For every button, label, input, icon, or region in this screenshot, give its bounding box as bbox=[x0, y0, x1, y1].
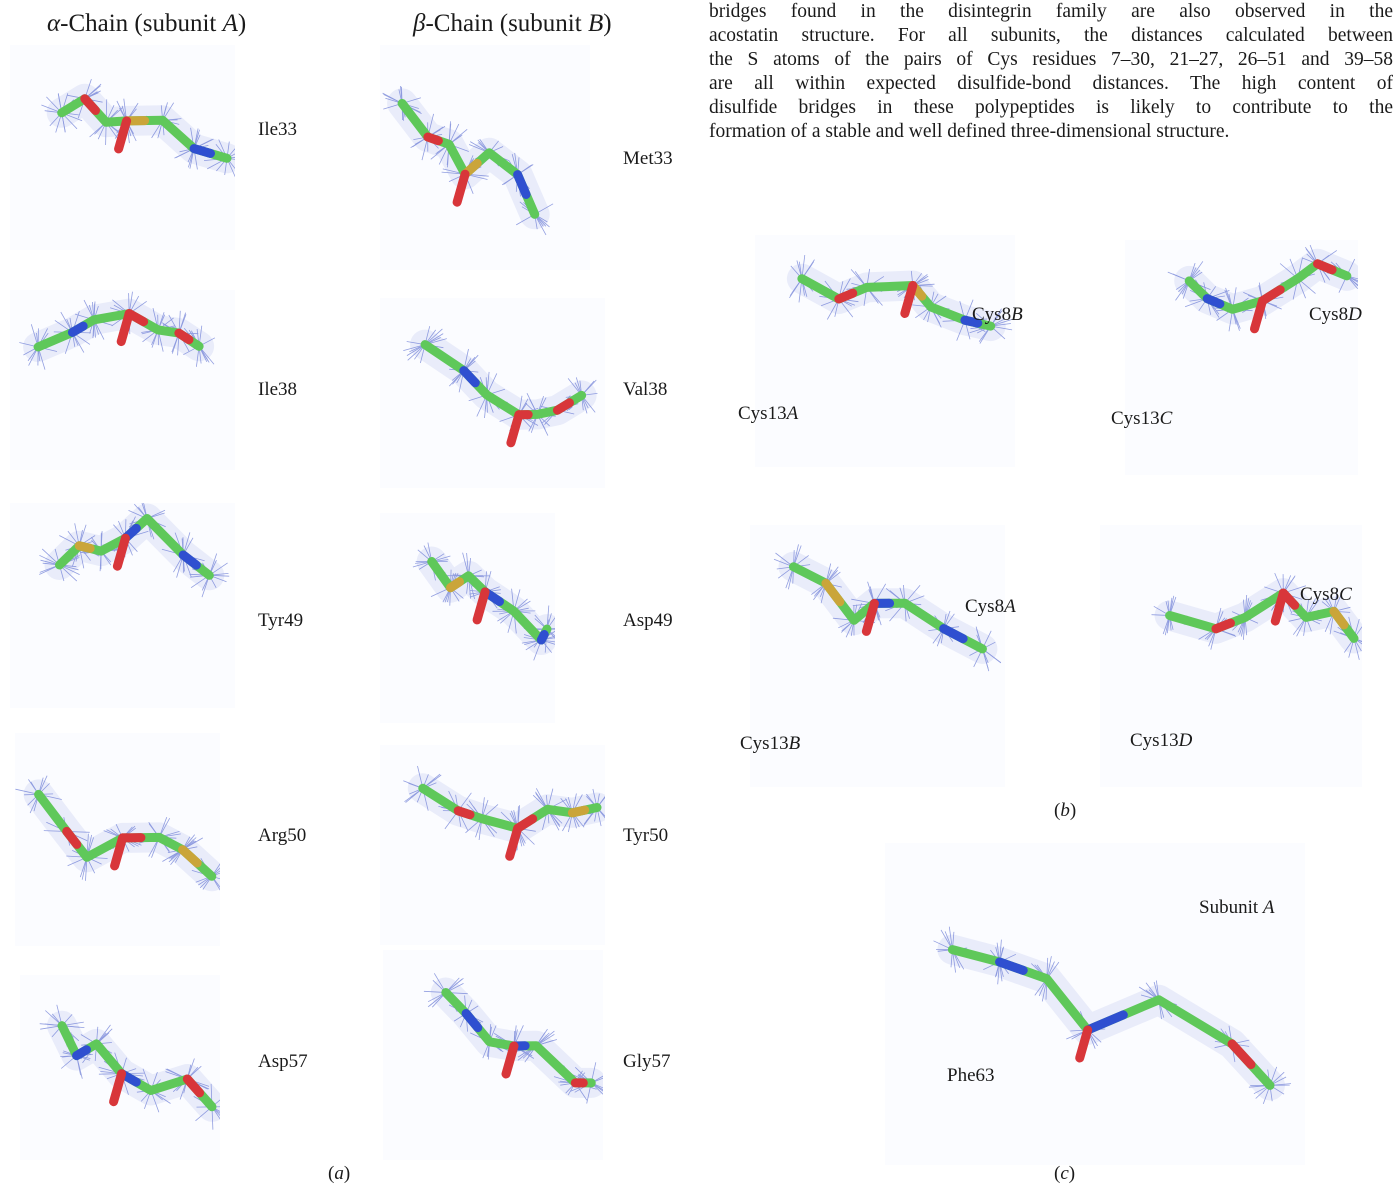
density-svg bbox=[786, 254, 1013, 344]
density-svg bbox=[423, 973, 603, 1104]
caption-panel-c: (c) bbox=[1054, 1163, 1076, 1184]
residue-label-alpha-4: Arg50 bbox=[258, 825, 307, 846]
density-svg bbox=[403, 326, 598, 448]
residue-label-alpha-5: Asp57 bbox=[258, 1051, 308, 1072]
density-image-cys-ba bbox=[750, 525, 1005, 787]
residue-label-beta-1: Met33 bbox=[623, 148, 673, 169]
text-line: formation of a stable and well defined t… bbox=[709, 121, 1230, 142]
phe-residue-label: Phe63 bbox=[947, 1065, 995, 1086]
residue-label-beta-3: Asp49 bbox=[623, 610, 673, 631]
density-image-phe63 bbox=[885, 843, 1305, 1165]
cys-label-8: Cys13D bbox=[1130, 730, 1193, 751]
density-svg bbox=[773, 544, 1002, 672]
density-image-cys-ab bbox=[755, 235, 1015, 467]
density-svg bbox=[39, 503, 230, 598]
density-image-beta-5 bbox=[383, 950, 603, 1160]
beta-chain-header: β-Chain (subunit B) bbox=[413, 10, 612, 37]
text-line: disulfide bridges in these polypeptides … bbox=[709, 97, 1393, 118]
caption-panel-b: (b) bbox=[1054, 800, 1077, 821]
residue-label-beta-5: Gly57 bbox=[623, 1051, 671, 1072]
cys-label-5: Cys8A bbox=[965, 596, 1016, 617]
residue-label-alpha-3: Tyr49 bbox=[258, 610, 304, 631]
density-image-beta-3 bbox=[380, 513, 555, 723]
text-line: are all within expected disulfide-bond d… bbox=[709, 73, 1393, 94]
residue-label-alpha-2: Ile38 bbox=[258, 379, 298, 400]
body-paragraph: bridges found in the disintegrin family … bbox=[709, 0, 1393, 144]
density-image-alpha-2 bbox=[10, 290, 235, 470]
density-svg bbox=[1167, 244, 1358, 334]
density-svg bbox=[382, 85, 554, 236]
text-line: acostatin structure. For all subunits, t… bbox=[709, 25, 1393, 46]
residue-label-alpha-1: Ile33 bbox=[258, 119, 298, 140]
text-line: bridges found in the disintegrin family … bbox=[709, 1, 1393, 22]
cys-label-7: Cys8C bbox=[1300, 584, 1352, 605]
cys-label-6: Cys13B bbox=[740, 733, 801, 754]
cys-label-4: Cys13C bbox=[1111, 408, 1173, 429]
density-svg bbox=[412, 542, 555, 661]
subunit-label: Subunit A bbox=[1199, 897, 1275, 918]
density-svg bbox=[403, 765, 605, 861]
caption-panel-a: (a) bbox=[328, 1163, 351, 1184]
density-image-cys-cd bbox=[1125, 240, 1358, 475]
density-image-alpha-4 bbox=[15, 733, 220, 946]
text-line: the S atoms of the pairs of Cys residues… bbox=[709, 49, 1393, 70]
residue-label-beta-2: Val38 bbox=[623, 379, 668, 400]
cys-label-2: Cys13A bbox=[738, 403, 799, 424]
density-svg bbox=[15, 775, 220, 892]
cys-label-1: Cys8B bbox=[972, 304, 1023, 325]
cys-label-3: Cys8D bbox=[1309, 304, 1362, 325]
density-image-beta-1 bbox=[380, 45, 590, 270]
density-image-beta-2 bbox=[380, 298, 605, 488]
density-svg bbox=[933, 926, 1292, 1105]
density-image-alpha-1 bbox=[10, 45, 235, 250]
density-svg bbox=[19, 291, 216, 370]
density-image-alpha-5 bbox=[20, 975, 220, 1160]
density-image-beta-4 bbox=[380, 745, 605, 945]
density-image-alpha-3 bbox=[10, 503, 235, 708]
density-svg bbox=[1151, 572, 1362, 660]
alpha-chain-header: α-Chain (subunit A) bbox=[47, 10, 247, 37]
residue-label-beta-4: Tyr50 bbox=[623, 825, 669, 846]
density-image-cys-dc bbox=[1100, 525, 1362, 787]
density-svg bbox=[39, 1004, 220, 1130]
density-svg bbox=[41, 78, 235, 178]
